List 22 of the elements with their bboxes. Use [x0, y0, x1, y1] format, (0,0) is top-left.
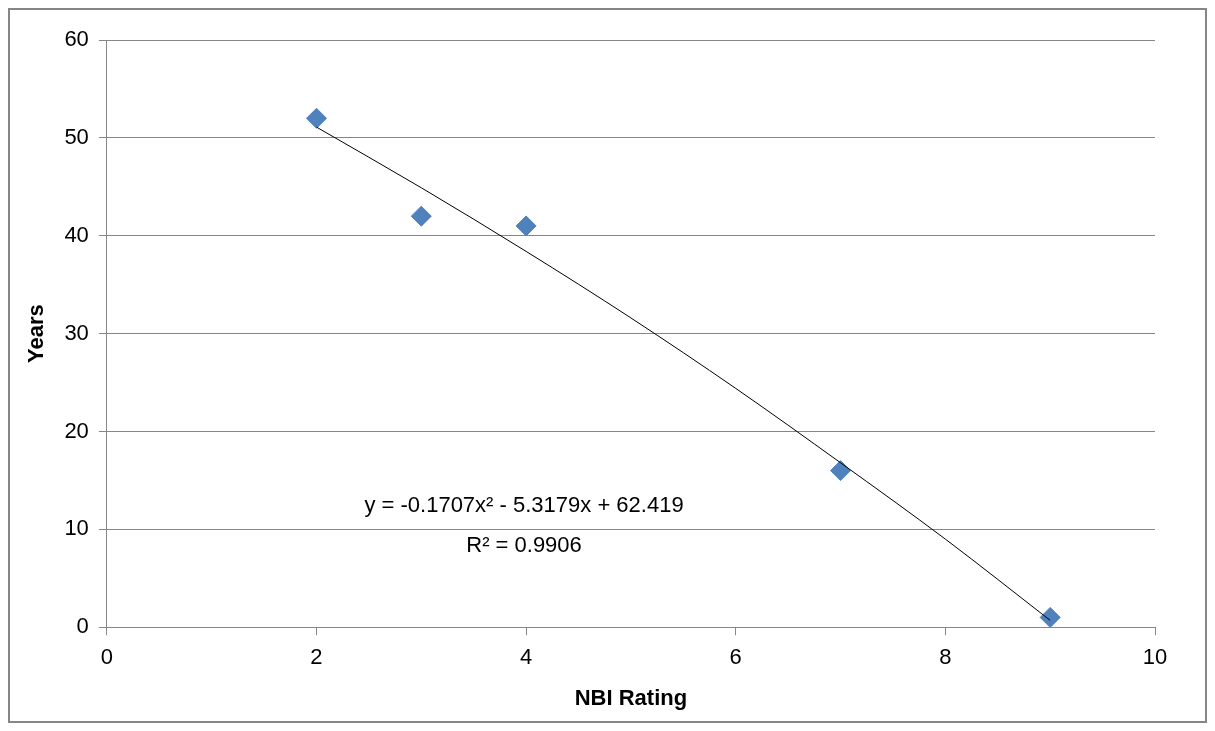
x-tick-label: 0	[100, 644, 113, 670]
y-tick-label: 0	[76, 613, 89, 639]
y-tick-label: 20	[64, 417, 89, 443]
point	[515, 215, 537, 237]
x-tick-label: 6	[729, 644, 742, 670]
point	[410, 205, 432, 227]
x-axis-title: NBI Rating	[574, 684, 688, 710]
y-tick-label: 40	[64, 221, 89, 247]
point	[306, 107, 327, 129]
y-tick-label: 10	[64, 515, 89, 541]
annotation: y = -0.1707x² - 5.3179x + 62.419	[364, 492, 684, 518]
x-tick-label: 10	[1142, 644, 1168, 670]
x-tick-label: 4	[520, 644, 533, 670]
y-tick-label: 60	[64, 26, 89, 52]
x-tick-label: 2	[310, 644, 323, 670]
x-tick-label: 8	[939, 644, 952, 670]
point	[1039, 606, 1061, 628]
y-tick-label: 30	[64, 319, 89, 345]
annotation: R² = 0.9906	[466, 531, 582, 557]
y-tick-label: 50	[64, 123, 89, 149]
y-axis-title: Years	[23, 304, 49, 363]
point	[830, 460, 852, 482]
